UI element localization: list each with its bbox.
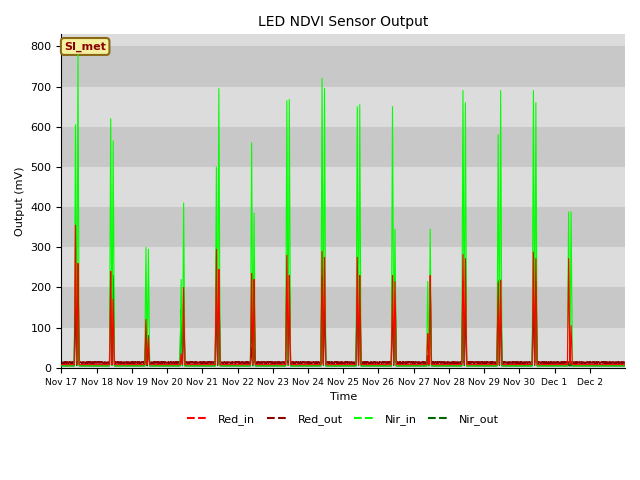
Bar	[61, 127, 625, 167]
Red_out	[391, 280, 399, 286]
X-axis label: Time: Time	[330, 392, 357, 402]
Nir_out	[107, 271, 115, 276]
Bar	[61, 288, 625, 328]
Nir_in	[58, 363, 65, 369]
Red_out	[416, 360, 424, 366]
Red_in	[86, 362, 93, 368]
Nir_out	[58, 363, 65, 369]
Red_out	[58, 360, 65, 365]
Red_in	[58, 362, 65, 368]
Red_out	[262, 360, 269, 366]
Nir_out	[415, 363, 423, 369]
Nir_in	[74, 51, 82, 57]
Line: Red_in: Red_in	[61, 225, 625, 365]
Line: Nir_in: Nir_in	[61, 54, 625, 366]
Red_in	[262, 362, 269, 368]
Bar	[61, 47, 625, 86]
Bar	[61, 167, 625, 207]
Nir_out	[621, 363, 628, 369]
Nir_in	[476, 363, 483, 369]
Nir_in	[391, 234, 399, 240]
Y-axis label: Output (mV): Output (mV)	[15, 167, 25, 236]
Legend: Red_in, Red_out, Nir_in, Nir_out: Red_in, Red_out, Nir_in, Nir_out	[183, 409, 504, 429]
Nir_in	[506, 363, 513, 369]
Red_in	[621, 362, 628, 368]
Bar	[61, 86, 625, 127]
Red_in	[391, 284, 399, 289]
Red_out	[262, 360, 269, 366]
Title: LED NDVI Sensor Output: LED NDVI Sensor Output	[258, 15, 428, 29]
Nir_in	[621, 363, 628, 369]
Red_in	[72, 222, 79, 228]
Bar	[61, 207, 625, 247]
Red_in	[506, 362, 513, 368]
Nir_in	[262, 363, 269, 369]
Nir_out	[262, 363, 269, 369]
Red_out	[215, 270, 223, 276]
Bar	[61, 328, 625, 368]
Red_out	[86, 360, 93, 365]
Line: Nir_out: Nir_out	[61, 274, 625, 366]
Bar	[61, 247, 625, 288]
Nir_in	[415, 363, 423, 369]
Nir_out	[391, 286, 399, 292]
Nir_out	[86, 363, 93, 369]
Red_out	[476, 360, 483, 366]
Nir_out	[476, 363, 483, 369]
Nir_out	[506, 363, 513, 369]
Text: SI_met: SI_met	[64, 41, 106, 52]
Red_out	[621, 360, 628, 366]
Line: Red_out: Red_out	[61, 273, 625, 363]
Red_in	[415, 362, 423, 368]
Red_in	[476, 362, 483, 368]
Red_out	[506, 360, 513, 365]
Nir_in	[86, 363, 93, 369]
